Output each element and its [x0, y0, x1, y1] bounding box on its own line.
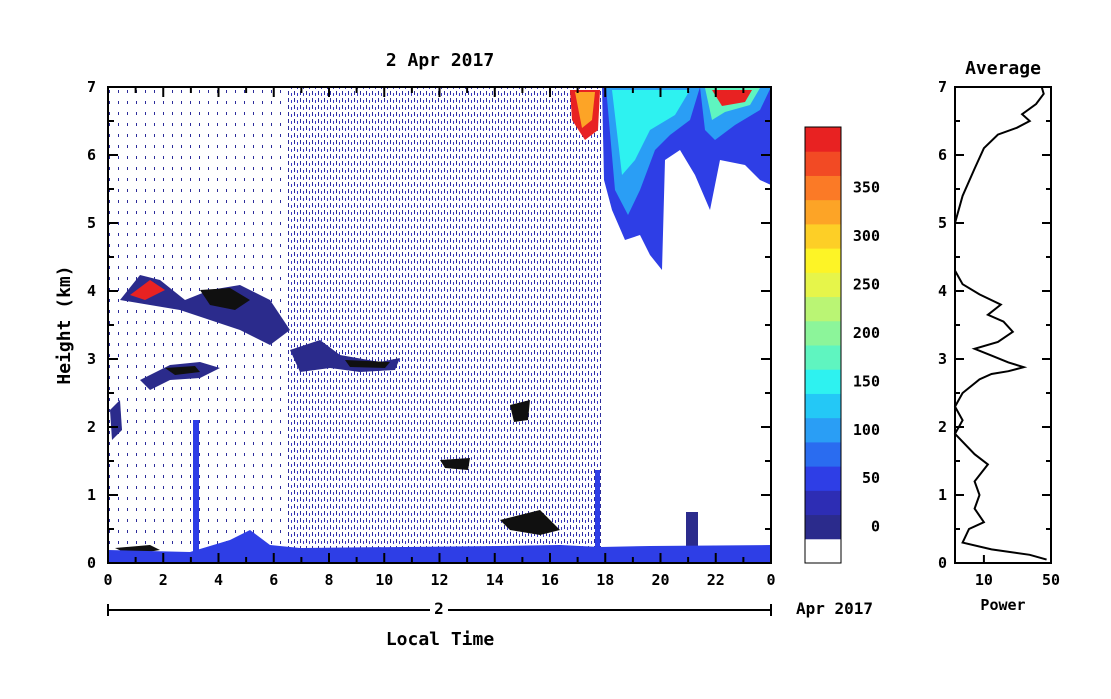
x-tick-label: 6 [269, 571, 278, 589]
average-title: Average [965, 58, 1041, 79]
colorbar-swatch [805, 248, 841, 273]
colorbar-swatch [805, 466, 841, 491]
colorbar-tick-label: 150 [853, 372, 880, 390]
colorbar-swatch [805, 514, 841, 540]
colorbar-swatch [805, 151, 841, 176]
colorbar-tick-label: 100 [853, 421, 880, 439]
colorbar-tick-label: 300 [853, 227, 880, 245]
colorbar-swatch [805, 417, 841, 443]
cloud-layers [110, 275, 560, 555]
y-tick-label: 6 [87, 146, 96, 164]
colorbar-swatch [805, 127, 841, 152]
vertical-streaks [193, 420, 698, 563]
x-tick-label: 0 [103, 571, 112, 589]
date-suffix: Apr 2017 [796, 599, 873, 618]
avg-y-tick-label: 4 [938, 282, 947, 300]
avg-y-tick-label: 2 [938, 418, 947, 436]
upper-cloud-region [570, 87, 771, 270]
main-title: 2 Apr 2017 [386, 50, 494, 71]
colorbar-swatch [805, 296, 841, 322]
colorbar-swatch [805, 393, 841, 419]
avg-y-tick-label: 0 [938, 554, 947, 572]
colorbar-tick-label: 250 [853, 275, 880, 293]
avg-y-tick-label: 3 [938, 350, 947, 368]
average-x-ticks: 10 50 [975, 555, 1060, 589]
colorbar-swatch [805, 199, 841, 225]
y-tick-label: 2 [87, 418, 96, 436]
speckle-noise-region [288, 87, 603, 563]
x-tick-label: 4 [214, 571, 223, 589]
colorbar-swatch [805, 320, 841, 346]
y-tick-label: 5 [87, 214, 96, 232]
y-tick-label: 4 [87, 282, 96, 300]
avg-y-tick-label: 1 [938, 486, 947, 504]
x-axis-label: Local Time [386, 629, 495, 650]
x-tick-label: 16 [541, 571, 559, 589]
y-axis-label: Height (km) [54, 265, 75, 384]
colorbar-tick-label: 350 [853, 179, 880, 197]
colorbar-swatch [805, 369, 841, 394]
average-frame [954, 86, 1052, 564]
colorbar-swatch [805, 441, 841, 467]
y-tick-label: 1 [87, 486, 96, 504]
x-tick-label: 12 [430, 571, 448, 589]
colorbar-swatch [805, 223, 841, 249]
x-tick-label: 18 [596, 571, 614, 589]
x-tick-label: 10 [375, 571, 393, 589]
average-y-ticks: 0 1 2 3 4 5 6 7 [938, 78, 1051, 572]
avg-x-tick-label: 50 [1042, 571, 1060, 589]
x-tick-label: 14 [486, 571, 504, 589]
avg-y-tick-label: 5 [938, 214, 947, 232]
colorbar-swatch [805, 345, 841, 370]
x-tick-label: 0 [766, 571, 775, 589]
colorbar-swatch [805, 175, 841, 201]
y-tick-label: 0 [87, 554, 96, 572]
colorbar-swatch [805, 272, 841, 298]
colorbar-tick-label: 50 [862, 469, 880, 487]
y-tick-label: 3 [87, 350, 96, 368]
date-bar-label-bg [430, 600, 448, 618]
colorbar-tick-labels: 0 50 100 150 200 250 300 350 [853, 179, 880, 536]
y-axis-ticks: 0 1 2 3 4 5 6 7 [87, 78, 771, 572]
x-tick-label: 2 [159, 571, 168, 589]
date-bar: 2 [107, 599, 772, 618]
colorbar-tick-label: 0 [871, 518, 880, 536]
average-power-line [953, 86, 1047, 561]
colorbar [805, 127, 841, 564]
avg-y-tick-label: 6 [938, 146, 947, 164]
colorbar-swatch [805, 538, 841, 564]
heatmap-field [108, 87, 771, 563]
x-tick-label: 22 [707, 571, 725, 589]
colorbar-frame [804, 126, 842, 564]
colorbar-tick-label: 200 [853, 324, 880, 342]
date-bar-label: 2 [434, 599, 444, 618]
avg-x-tick-label: 10 [975, 571, 993, 589]
x-tick-label: 20 [651, 571, 669, 589]
x-axis-ticks: 0 2 4 6 8 10 12 14 16 18 20 22 0 [103, 87, 776, 589]
colorbar-swatch [805, 490, 841, 516]
y-tick-label: 7 [87, 78, 96, 96]
x-tick-label: 8 [324, 571, 333, 589]
average-x-label: Power [980, 596, 1025, 614]
avg-y-tick-label: 7 [938, 78, 947, 96]
